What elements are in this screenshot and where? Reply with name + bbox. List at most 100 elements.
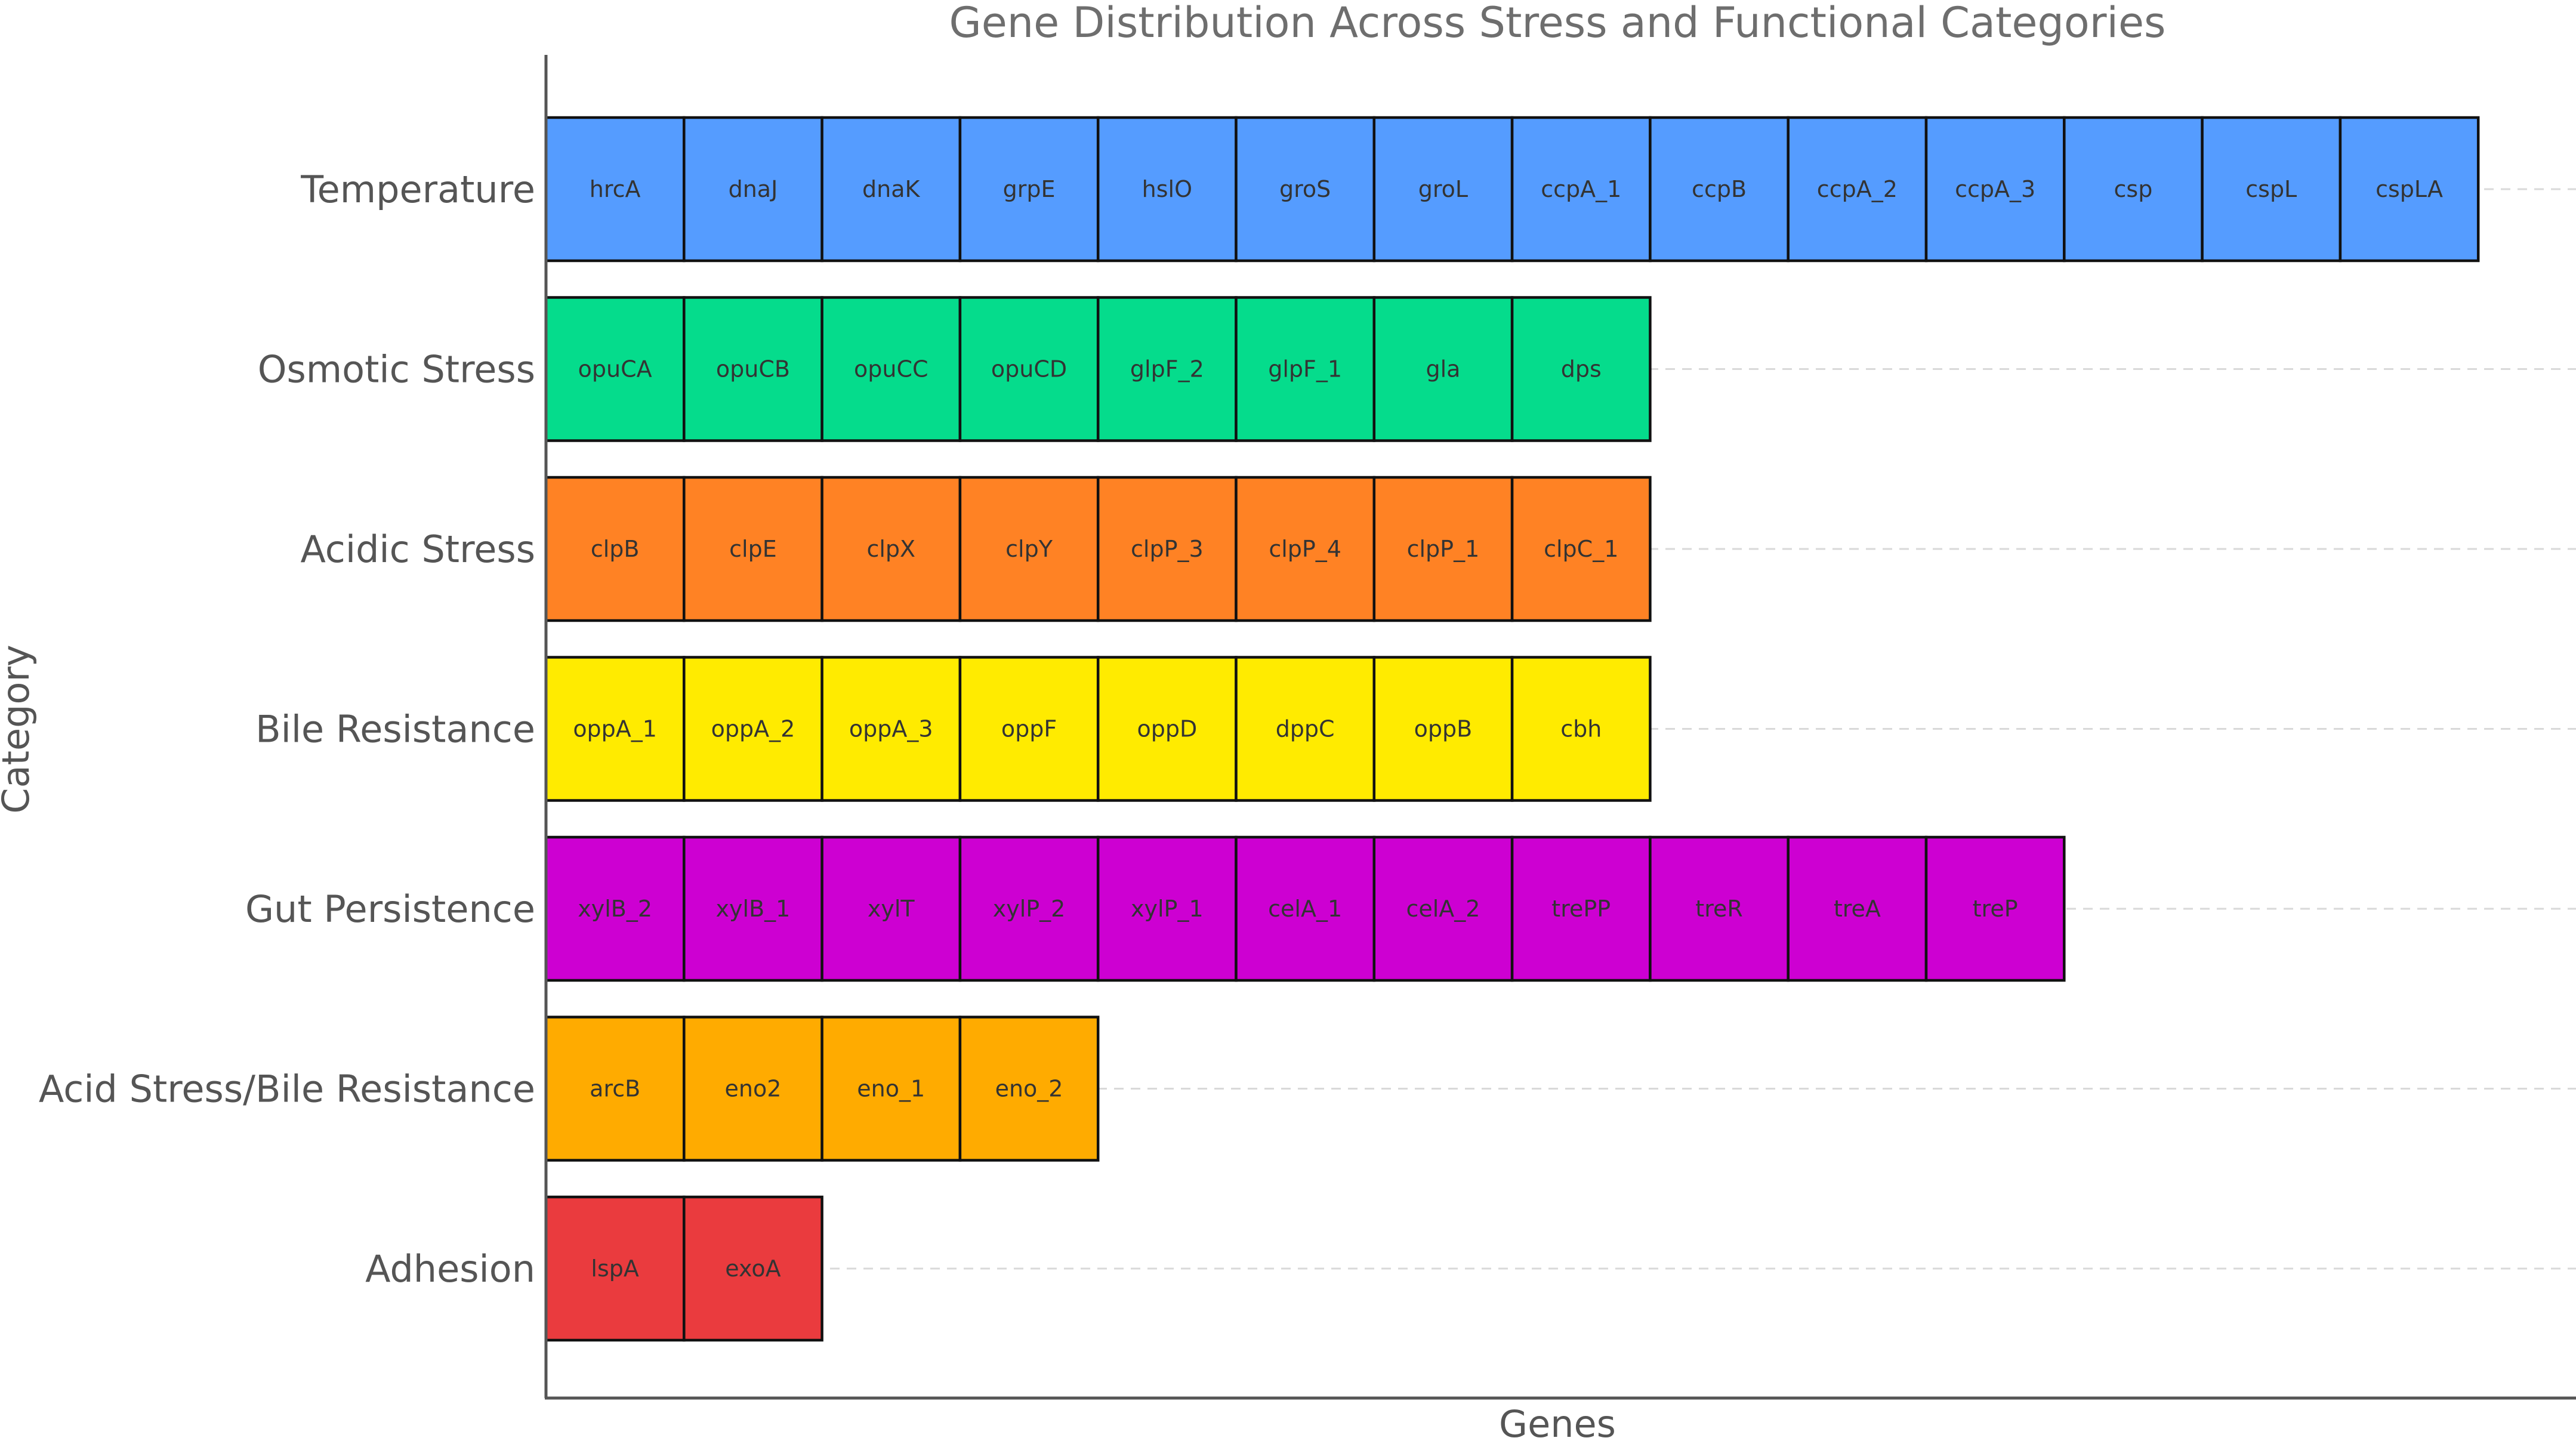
category-label: Adhesion [365,1247,535,1291]
gene-label: clpB [591,536,640,562]
gene-label: arcB [590,1076,640,1102]
gene-label: treA [1834,896,1881,922]
gene-cell [1096,656,1238,802]
gene-cell [820,835,962,982]
gene-cell [1235,656,1376,802]
gene-cell [683,116,823,263]
gene-label: opuCB [716,356,790,382]
gene-cell [683,656,823,802]
gene-label: celA_2 [1406,896,1480,922]
gene-label: clpP_3 [1131,536,1204,562]
gene-cell [1235,296,1376,442]
gene-label: lspA [591,1255,638,1282]
category-label: Temperature [300,168,535,211]
gene-label: treP [1973,896,2018,922]
gene-cell [683,476,823,622]
category-label: Bile Resistance [255,708,535,751]
gene-label: xylB_2 [578,896,652,922]
gene-label: hrcA [590,176,641,202]
gene-label: oppA_2 [711,716,795,742]
category-label: Acidic Stress [300,527,535,571]
gene-label: glpF_1 [1268,356,1342,382]
gene-cell [1372,835,1514,982]
gene-label: eno_1 [857,1076,925,1102]
gene-cell [544,835,686,982]
category-label: Gut Persistence [245,887,535,931]
gene-label: csp [2114,176,2153,202]
gene-label: oppA_3 [849,716,933,742]
gene-cell [2339,116,2480,263]
gene-cell [1235,476,1376,622]
gene-cell [1924,835,2066,982]
gene-label: grpE [1003,176,1056,202]
gene-cell [958,835,1100,982]
gene-cell [820,656,962,802]
gene-label: clpE [729,536,777,562]
gene-label: oppB [1414,716,1473,742]
gene-label: cspLA [2376,176,2443,202]
gene-bars: hrcA dnaJ dnaK grpE hslO groS groL ccpA_1 ccpB cc… [544,116,2480,1342]
gene-cell [820,296,962,442]
x-axis-label: Genes [1499,1402,1616,1444]
gene-cell [1510,296,1652,442]
gene-cell [544,1195,686,1342]
category-labels: Temperature Osmotic Stress Acidic Stress Bi… [39,168,535,1291]
gene-cell [1787,116,1928,263]
gene-cell [544,116,686,263]
gene-label: clpX [866,536,915,562]
gene-label: dnaJ [729,176,778,202]
gene-label: celA_1 [1268,896,1342,922]
gene-cell [683,1016,823,1162]
gene-label: opuCA [578,356,652,382]
gene-label: dppC [1276,716,1335,742]
gene-label: xylB_1 [716,896,791,922]
gene-label: xylP_1 [1131,896,1204,922]
gene-cell [958,656,1100,802]
gene-cell [1372,296,1514,442]
gene-cell [683,1195,823,1342]
gene-label: clpY [1005,536,1053,562]
gene-label: treR [1695,896,1742,922]
gene-cell [1510,476,1652,622]
gene-label: clpC_1 [1544,536,1618,562]
gene-cell [1649,116,1790,263]
gene-cell [1510,835,1652,982]
category-label: Acid Stress/Bile Resistance [39,1067,535,1111]
gene-label: dps [1561,356,1602,382]
y-axis-label: Category [0,644,38,813]
gene-label: clpP_1 [1407,536,1480,562]
gene-cell [544,656,686,802]
gene-label: xylT [868,896,915,922]
gene-label: exoA [725,1255,780,1282]
gene-cell [958,296,1100,442]
chart-title: Gene Distribution Across Stress and Func… [949,0,2166,47]
gene-cell [1096,835,1238,982]
gene-cell [683,296,823,442]
gene-label: glpF_2 [1130,356,1204,382]
gene-label: ccpB [1692,176,1747,202]
gene-label: oppD [1137,716,1197,742]
gene-label: dnaK [862,176,920,202]
gene-label: opuCD [991,356,1067,382]
gene-cell [958,476,1100,622]
gene-label: gla [1426,356,1460,382]
gene-label: groS [1279,176,1331,202]
gene-label: opuCC [854,356,928,382]
gene-label: ccpA_2 [1817,176,1898,202]
gene-cell [1096,296,1238,442]
gene-label: eno_2 [995,1076,1063,1102]
gene-label: trePP [1551,896,1611,922]
gene-label: hslO [1142,176,1192,202]
gene-cell [1649,835,1790,982]
gene-label: oppA_1 [573,716,657,742]
gene-label: cspL [2245,176,2297,202]
gene-label: groL [1418,176,1468,202]
category-label: Osmotic Stress [258,348,535,391]
gene-cell [1096,116,1238,263]
gene-label: clpP_4 [1269,536,1341,562]
gene-cell [1096,476,1238,622]
gene-label: oppF [1001,716,1057,742]
gene-cell [2201,116,2342,263]
gene-cell [1510,116,1652,263]
